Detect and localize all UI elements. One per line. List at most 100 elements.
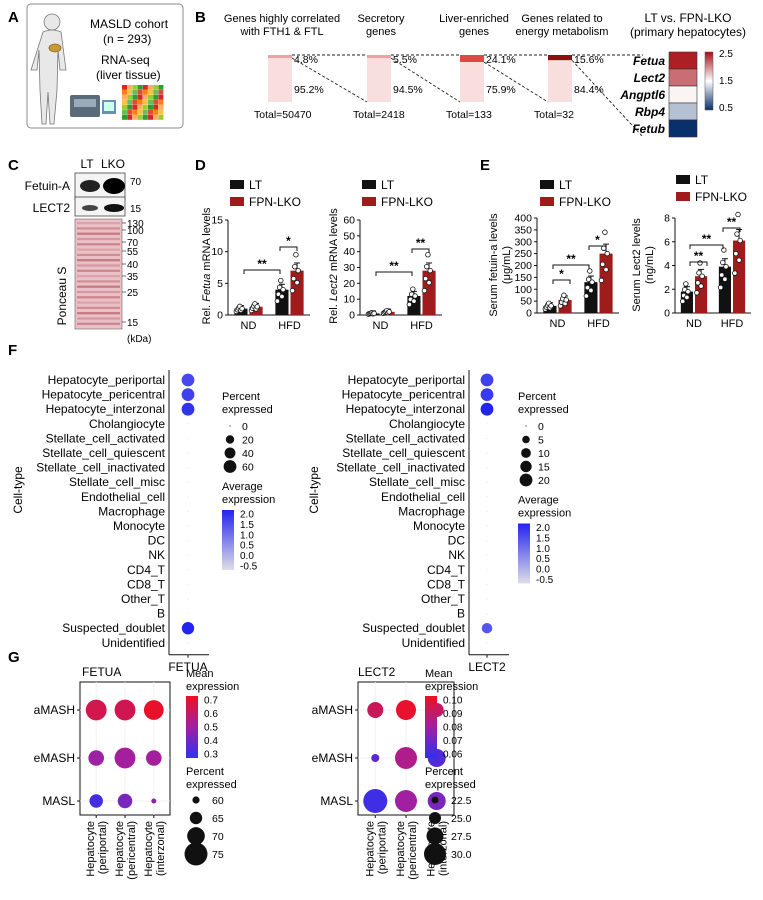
- heatmap-cell: [122, 115, 127, 120]
- stage-label: eMASH: [34, 751, 75, 765]
- size-legend-dot: [429, 812, 441, 824]
- data-point: [602, 229, 608, 235]
- celltype-label: Cholangiocyte: [389, 417, 465, 431]
- data-point: [371, 310, 377, 317]
- celltype-label: Monocyte: [113, 519, 165, 533]
- heatmap-cell: [668, 51, 698, 70]
- color-legend-title: Average: [518, 495, 559, 507]
- legend-swatch-fpn-lko: [676, 192, 690, 201]
- dot: [89, 794, 103, 808]
- y-label-gene: Fetua: [201, 274, 213, 302]
- y-tick-label: 0: [217, 310, 223, 322]
- size-legend-label: 75: [212, 849, 224, 861]
- color-legend-title: expression: [186, 681, 239, 693]
- dot: [480, 402, 494, 416]
- y-tick-label: 4: [664, 260, 670, 272]
- x-tick-label: LECT2: [468, 660, 506, 674]
- legend-swatch-fpn-lko: [362, 197, 376, 206]
- ponceau-band: [77, 275, 120, 278]
- celltype-label: Hepatocyte_pericentral: [342, 388, 465, 402]
- size-legend-label: 65: [212, 813, 224, 825]
- legend-label: FPN-LKO: [695, 190, 747, 204]
- size-legend-dot: [223, 460, 237, 473]
- y-tick-label: 60: [343, 215, 355, 227]
- heatmap-cell: [668, 85, 698, 104]
- heatmap-cell: [148, 100, 153, 105]
- ladder-label: 130: [127, 219, 144, 230]
- y-tick-label: 2: [664, 284, 670, 296]
- size-legend-label: 20: [538, 475, 550, 487]
- ponceau-band: [77, 259, 120, 262]
- y-tick-label: 8: [664, 213, 670, 225]
- dot: [114, 747, 136, 769]
- heatmap-cell: [122, 90, 127, 95]
- category-title: with FTH1 & FTL: [239, 26, 323, 38]
- dot: [486, 481, 488, 483]
- size-legend-dot: [426, 827, 444, 845]
- size-legend-label: 0: [242, 421, 248, 433]
- data-point: [699, 273, 705, 279]
- color-legend-tick: 0.7: [204, 696, 218, 707]
- data-point: [280, 286, 286, 293]
- legend-label: LT: [381, 178, 395, 192]
- bar-bottom-segment: [268, 58, 292, 102]
- data-point: [588, 287, 594, 294]
- color-legend-title: Average: [222, 481, 263, 493]
- significance-bracket: [243, 269, 281, 274]
- dot: [187, 642, 189, 644]
- legend-label: FPN-LKO: [381, 195, 433, 209]
- data-point: [294, 279, 300, 286]
- colorbar-tick: 0.5: [719, 103, 733, 114]
- size-legend-dot: [187, 827, 205, 845]
- y-label-gene: Lect2: [328, 274, 340, 301]
- data-point: [426, 279, 432, 286]
- blot-band: [103, 178, 125, 194]
- heatmap-cell: [132, 105, 138, 110]
- heatmap-cell: [137, 85, 143, 90]
- size-legend-dot: [192, 796, 200, 804]
- dot: [486, 423, 488, 425]
- legend-label: LT: [695, 173, 709, 187]
- ladder-label: 40: [127, 260, 139, 271]
- bottom-percent-label: 94.5%: [393, 84, 423, 96]
- panel-f-dotplots: FETUACell-typeHepatocyte_periportalHepat…: [11, 370, 571, 674]
- data-point: [601, 245, 607, 251]
- top-percent-label: 24.1%: [486, 54, 516, 66]
- celltype-label: DC: [148, 534, 166, 548]
- total-label: Total=133: [446, 109, 492, 121]
- heatmap-cell: [127, 115, 133, 120]
- data-point: [421, 287, 428, 294]
- ponceau-band: [77, 296, 120, 299]
- size-legend-dot: [521, 448, 531, 458]
- dot: [486, 554, 488, 556]
- color-legend-title: expression: [222, 494, 275, 506]
- significance-label: **: [727, 215, 737, 229]
- blot-band: [82, 205, 98, 211]
- ponceau-band: [77, 243, 120, 246]
- data-point: [736, 257, 742, 263]
- ladder-label: 55: [127, 247, 139, 258]
- color-legend-tick: 2.0: [536, 523, 550, 534]
- color-legend-bar: [186, 696, 198, 758]
- heatmap-cell: [142, 95, 148, 100]
- data-point: [293, 252, 299, 258]
- y-axis-label: Serum fetuin-a levels: [488, 213, 500, 317]
- ponceau-band: [77, 317, 120, 320]
- bottom-percent-label: 75.9%: [486, 84, 516, 96]
- ponceau-band: [77, 312, 120, 315]
- heatmap-cell: [137, 90, 143, 95]
- dot: [146, 750, 162, 766]
- heatmap-cell: [142, 110, 148, 115]
- size-legend-label: 15: [538, 462, 550, 474]
- size-legend-label: 30.0: [451, 849, 472, 861]
- dot: [486, 569, 488, 571]
- heatmap-cell: [132, 110, 138, 115]
- heatmap-cell: [158, 110, 164, 115]
- heatmap-cell: [122, 85, 127, 90]
- heatmap-cell: [122, 105, 127, 110]
- gene-label: Angptl6: [619, 88, 665, 102]
- celltype-label: CD8_T: [127, 577, 166, 591]
- y-tick-label: 0: [664, 308, 670, 320]
- dot: [117, 793, 133, 809]
- heatmap-cell: [158, 95, 164, 100]
